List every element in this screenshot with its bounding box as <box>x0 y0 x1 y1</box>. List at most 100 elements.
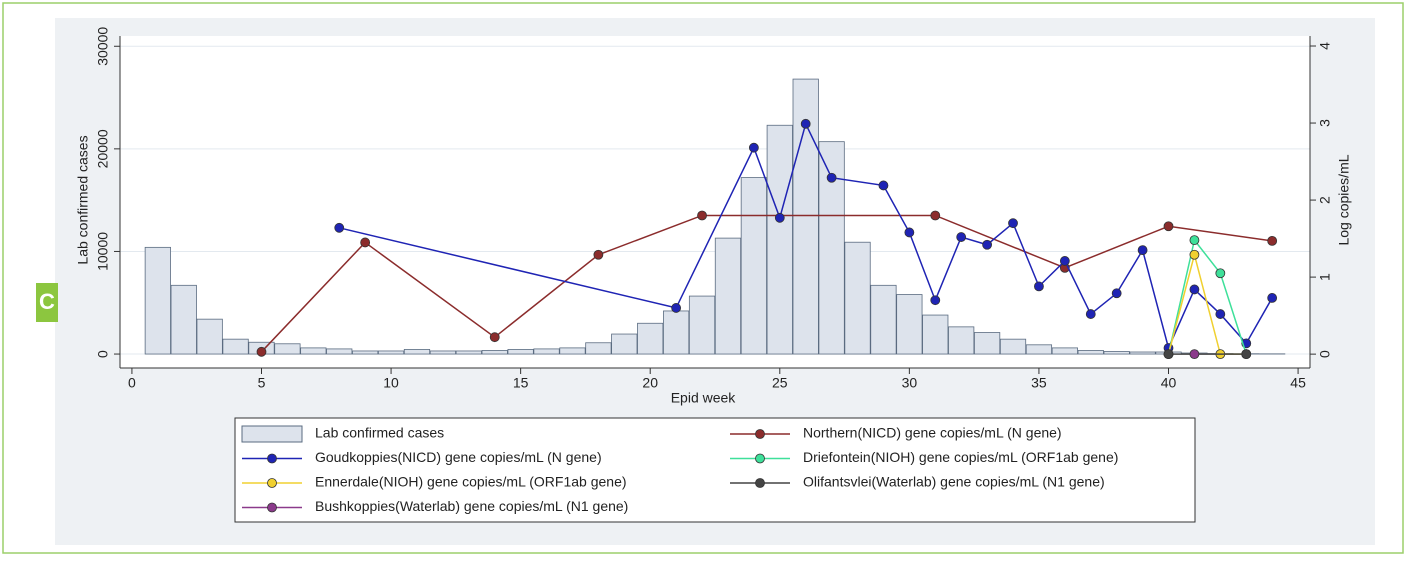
x-axis-label: Epid week <box>671 390 737 406</box>
bar <box>871 285 896 354</box>
point <box>698 211 707 220</box>
x-tick-label: 5 <box>258 375 266 391</box>
y2-tick-label: 2 <box>1317 196 1333 204</box>
point <box>335 223 344 232</box>
y-tick-label: 30000 <box>95 27 111 66</box>
panel-label: C <box>39 289 55 314</box>
point <box>1060 256 1069 265</box>
point <box>594 250 603 259</box>
bar <box>1104 351 1129 354</box>
bar <box>145 247 170 354</box>
y2-tick-label: 1 <box>1317 273 1333 281</box>
bar <box>897 295 922 355</box>
bar <box>352 351 377 354</box>
point <box>1009 219 1018 228</box>
x-tick-label: 10 <box>383 375 399 391</box>
bar <box>663 311 688 354</box>
bar <box>845 242 870 354</box>
point <box>490 333 499 342</box>
bar <box>223 339 248 354</box>
bar <box>741 178 766 354</box>
bar <box>767 125 792 354</box>
x-tick-label: 40 <box>1161 375 1177 391</box>
bar <box>1026 345 1051 354</box>
bar <box>715 238 740 354</box>
bar <box>1130 352 1155 354</box>
point <box>1190 285 1199 294</box>
bar <box>301 348 326 354</box>
legend-marker <box>756 479 765 488</box>
legend-label: Northern(NICD) gene copies/mL (N gene) <box>803 425 1062 441</box>
bar <box>1078 350 1103 354</box>
y2-tick-label: 3 <box>1317 119 1333 127</box>
legend-label: Bushkoppies(Waterlab) gene copies/mL (N1… <box>315 498 628 514</box>
point <box>931 296 940 305</box>
point <box>801 119 810 128</box>
point <box>1190 250 1199 259</box>
x-tick-label: 35 <box>1031 375 1047 391</box>
bar <box>430 351 455 354</box>
legend-marker <box>756 430 765 439</box>
bar <box>923 315 948 354</box>
point <box>1242 350 1251 359</box>
bar <box>1052 348 1077 354</box>
point <box>905 228 914 237</box>
point <box>931 211 940 220</box>
point <box>1268 293 1277 302</box>
x-tick-label: 15 <box>513 375 529 391</box>
y2-axis-label: Log copies/mL <box>1336 154 1352 245</box>
bar <box>948 327 973 354</box>
y2-tick-label: 0 <box>1317 350 1333 358</box>
point <box>827 173 836 182</box>
point <box>1190 236 1199 245</box>
x-tick-label: 20 <box>642 375 658 391</box>
legend-marker <box>756 454 765 463</box>
legend-swatch <box>242 426 302 442</box>
legend-label: Lab confirmed cases <box>315 425 444 441</box>
point <box>957 233 966 242</box>
point <box>1112 289 1121 298</box>
point <box>1086 310 1095 319</box>
point <box>1164 222 1173 231</box>
bar <box>275 344 300 354</box>
x-tick-label: 0 <box>128 375 136 391</box>
bar <box>197 319 222 354</box>
bar <box>534 349 559 354</box>
point <box>1216 269 1225 278</box>
bar <box>612 334 637 354</box>
point <box>775 213 784 222</box>
y-tick-label: 10000 <box>95 232 111 271</box>
point <box>879 181 888 190</box>
bar <box>404 349 429 354</box>
y-tick-label: 0 <box>95 350 111 358</box>
y-axis-label: Lab confirmed cases <box>75 135 91 264</box>
bar <box>1000 339 1025 354</box>
point <box>1034 282 1043 291</box>
legend-label: Ennerdale(NIOH) gene copies/mL (ORF1ab g… <box>315 474 627 490</box>
bar <box>171 285 196 354</box>
point <box>1268 236 1277 245</box>
legend-label: Olifantsvlei(Waterlab) gene copies/mL (N… <box>803 474 1105 490</box>
point <box>672 303 681 312</box>
x-tick-label: 45 <box>1290 375 1306 391</box>
bar <box>327 349 352 354</box>
point <box>1138 246 1147 255</box>
point <box>1190 350 1199 359</box>
y2-tick-label: 4 <box>1317 42 1333 50</box>
bar <box>689 296 714 354</box>
legend-marker <box>268 479 277 488</box>
bar <box>560 348 585 354</box>
legend-marker <box>268 454 277 463</box>
point <box>361 238 370 247</box>
bar <box>638 323 663 354</box>
bar <box>456 351 481 354</box>
bar <box>482 350 507 354</box>
y-tick-label: 20000 <box>95 129 111 168</box>
point <box>983 240 992 249</box>
legend-label: Goudkoppies(NICD) gene copies/mL (N gene… <box>315 449 602 465</box>
point <box>749 143 758 152</box>
point <box>1164 350 1173 359</box>
bar <box>508 349 533 354</box>
